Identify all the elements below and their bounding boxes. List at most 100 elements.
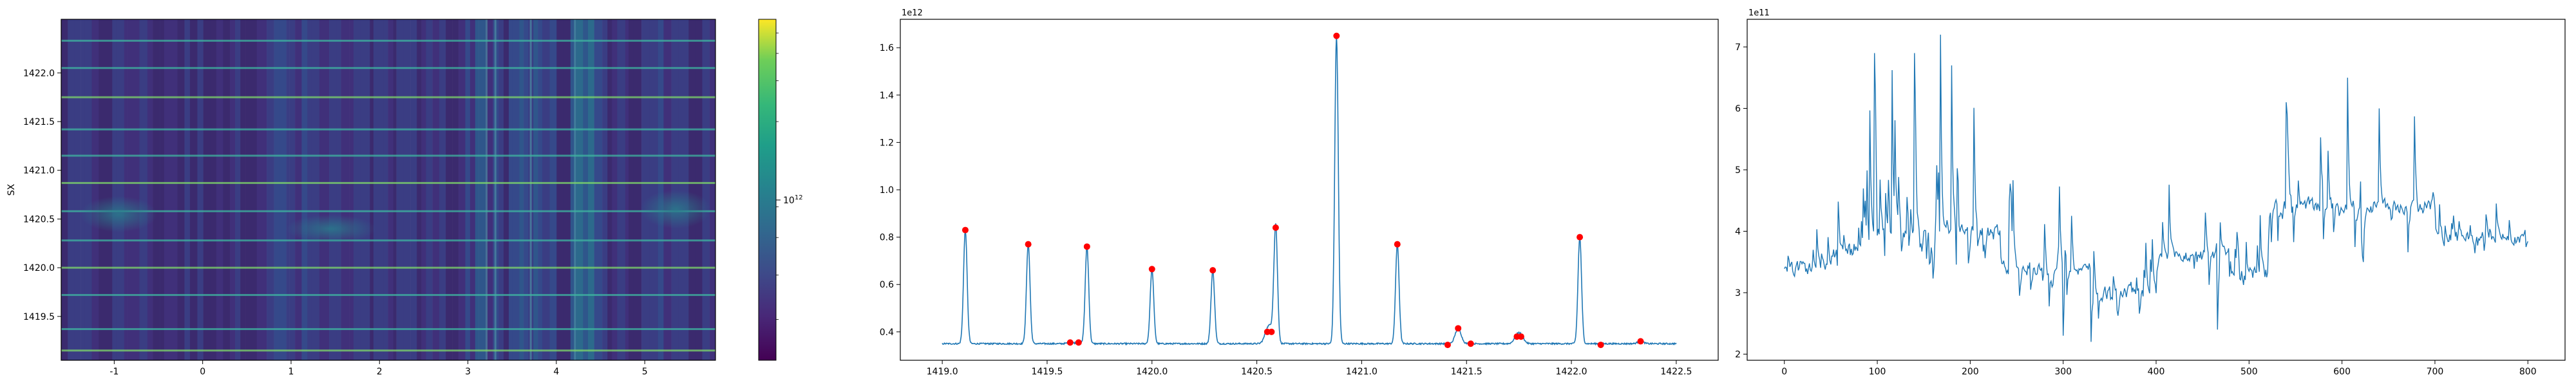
heatmap-column (99, 19, 107, 360)
peaks-y-tick-label: 1.4 (880, 91, 894, 101)
heatmap-bright-row (61, 96, 715, 98)
heatmap-panel: -1 0 1 2 3 4 5 1419.51420.01420.51421.01421.51… (6, 19, 803, 377)
heatmap-column (702, 19, 710, 360)
signal-x-tick-label: 200 (1962, 367, 1979, 377)
heatmap-column (556, 19, 564, 360)
heatmap-column (388, 19, 394, 360)
signal-x-tick-label: 700 (2427, 367, 2444, 377)
heatmap-column (710, 19, 716, 360)
heatmap-rows (61, 39, 715, 352)
heatmap-column (607, 19, 612, 360)
heatmap-column (570, 19, 577, 360)
signal-x-tick-label: 100 (1869, 367, 1886, 377)
peaks-y-tick-label: 0.6 (880, 280, 894, 290)
heatmap-column (139, 19, 148, 360)
heatmap-column (240, 19, 246, 360)
peaks-x-tick-label: 1419.5 (1031, 367, 1063, 377)
heatmap-column (349, 19, 354, 360)
signal-y-tick-label: 3 (1735, 288, 1741, 299)
heatmap-column (112, 19, 117, 360)
heatmap-bright-row (61, 128, 715, 131)
heatmap-column (696, 19, 703, 360)
heatmap-column (628, 19, 634, 360)
signal-y-tick-label: 2 (1735, 349, 1741, 360)
heatmap-column (688, 19, 696, 360)
heatmap-column (68, 19, 75, 360)
heatmap-blobs (80, 190, 712, 243)
heatmap-column (135, 19, 140, 360)
signal-y-tick-label: 5 (1735, 165, 1741, 176)
heatmap-y-tick-label: 1419.5 (23, 312, 55, 322)
heatmap-columns (61, 19, 716, 360)
heatmap-column (307, 19, 312, 360)
heatmap-blob (80, 196, 158, 232)
peaks-y-tick-label: 1.2 (880, 138, 894, 148)
heatmap-column (542, 19, 550, 360)
heatmap-column (91, 19, 99, 360)
colorbar (758, 19, 777, 361)
heatmap-column (475, 19, 479, 360)
heatmap-column (583, 19, 589, 360)
heatmap-column (519, 19, 524, 360)
heatmap-column (229, 19, 236, 360)
peaks-x-tick-label: 1421.0 (1346, 367, 1378, 377)
heatmap-column (360, 19, 367, 360)
signal-x-tick-label: 300 (2054, 367, 2072, 377)
heatmap-column (379, 19, 384, 360)
heatmap-column (459, 19, 466, 360)
heatmap-column (234, 19, 241, 360)
heatmap-column (432, 19, 440, 360)
peaks-panel: 1e12 1419.0 1419.5 1420.0 1420.5 1421.0 1421.… (880, 8, 1719, 377)
peaks-y-tick-label: 1.6 (880, 43, 894, 53)
heatmap-column (625, 19, 629, 360)
heatmap-column (223, 19, 231, 360)
heatmap-x-tick-label: 4 (553, 367, 559, 377)
signal-x-tick-label: 800 (2519, 367, 2537, 377)
heatmap-x-ticks: -1 0 1 2 3 4 5 (109, 360, 648, 377)
peaks-x-tick-label: 1420.5 (1241, 367, 1273, 377)
heatmap-column (216, 19, 223, 360)
heatmap-column (189, 19, 198, 360)
signal-y-tick-label: 7 (1735, 42, 1741, 53)
heatmap-column (329, 19, 337, 360)
colorbar-ticks: 1012 (776, 32, 803, 320)
peak-marker (1075, 339, 1082, 346)
heatmap-column (452, 19, 459, 360)
heatmap-column (366, 19, 370, 360)
heatmap-column (393, 19, 397, 360)
heatmap-column (147, 19, 153, 360)
signal-y-ticks: 2 3 4 5 6 7 (1735, 42, 1747, 360)
heatmap-column (410, 19, 417, 360)
peaks-x-tick-label: 1421.5 (1451, 367, 1482, 377)
heatmap-column (319, 19, 323, 360)
signal-x-tick-label: 600 (2333, 367, 2351, 377)
heatmap-bright-column (494, 19, 497, 360)
peak-marker (1394, 241, 1401, 248)
heatmap-bright-column (529, 19, 532, 360)
peak-marker (1467, 340, 1474, 347)
signal-x-tick-label: 0 (1781, 367, 1787, 377)
heatmap-column (633, 19, 642, 360)
heatmap-column (396, 19, 404, 360)
heatmap-bright-row (61, 266, 715, 269)
peaks-y-ticks: 0.4 0.6 0.8 1.0 1.2 1.4 1.6 (880, 43, 900, 338)
heatmap-column (250, 19, 258, 360)
signal-x-tick-label: 400 (2148, 367, 2165, 377)
heatmap-column (256, 19, 262, 360)
heatmap-column (245, 19, 251, 360)
heatmap-y-tick-label: 1421.0 (23, 166, 55, 176)
heatmap-column (658, 19, 664, 360)
heatmap-column (426, 19, 433, 360)
heatmap-y-ticks: 1419.5 1420.0 1420.5 1421.0 1421.5 1422.0 (23, 68, 61, 322)
heatmap-column (549, 19, 557, 360)
signal-panel: 1e11 0 100 200 300 400 500 600 700 800 2 3 4 5 6 7 (1735, 8, 2566, 377)
heatmap-column (421, 19, 426, 360)
peak-marker (1597, 342, 1604, 349)
heatmap-column (295, 19, 302, 360)
heatmap-column (267, 19, 274, 360)
heatmap-column (311, 19, 320, 360)
heatmap-column (203, 19, 211, 360)
peaks-y-tick-label: 0.4 (880, 327, 894, 338)
heatmap-x-tick-label: -1 (109, 367, 118, 377)
